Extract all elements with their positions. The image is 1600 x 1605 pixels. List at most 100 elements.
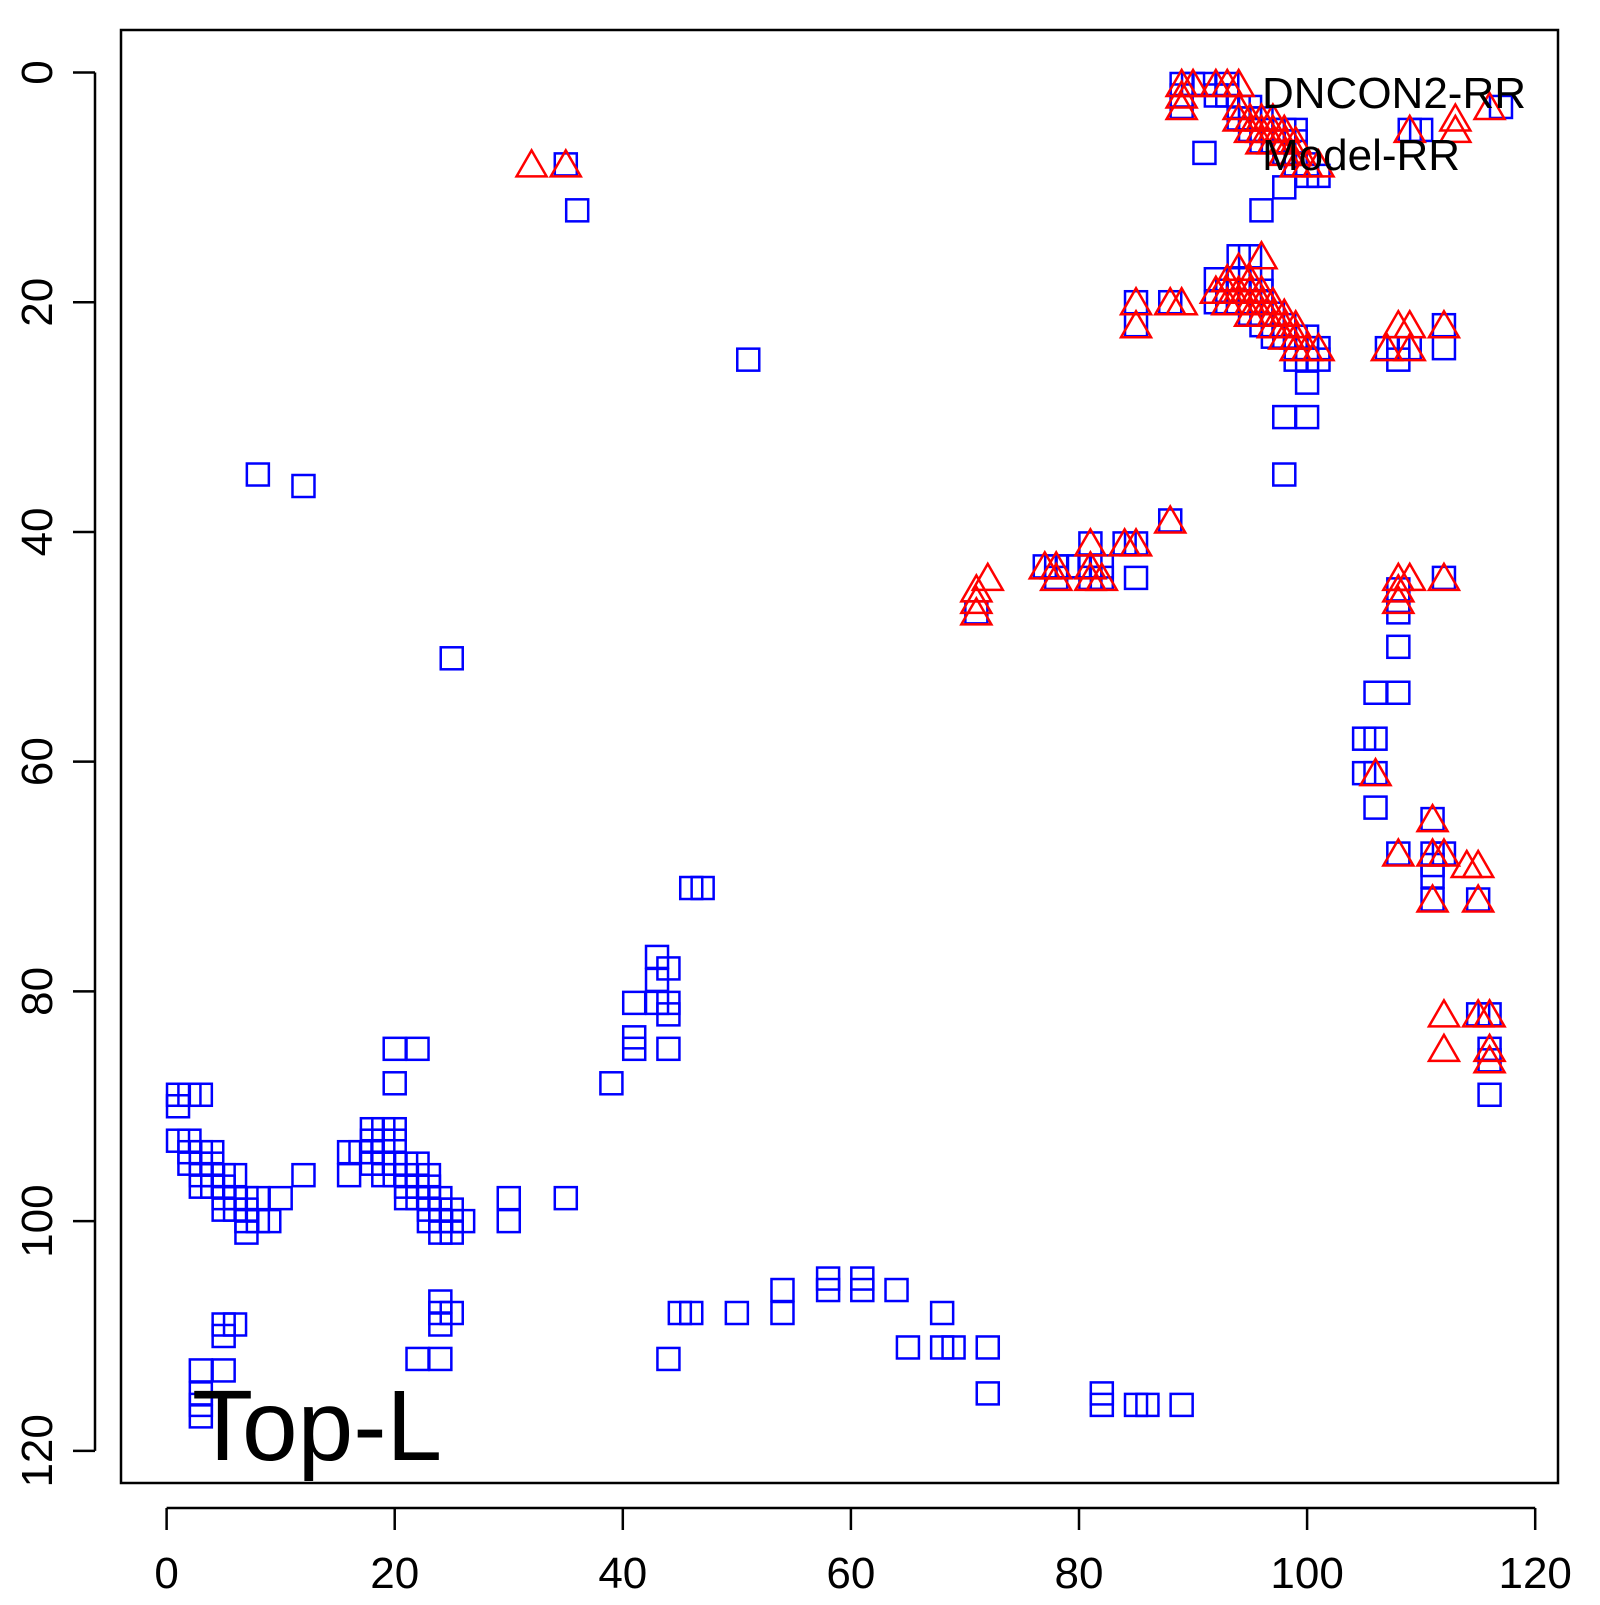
model-rr-point bbox=[1039, 549, 1074, 580]
plot-frame bbox=[119, 28, 1560, 1485]
model-rr-point bbox=[1118, 526, 1154, 557]
model-rr-point bbox=[1073, 526, 1108, 557]
model-rr-point bbox=[1164, 285, 1199, 316]
model-rr-point bbox=[1381, 837, 1416, 867]
dncon2-rr-point bbox=[895, 1335, 921, 1360]
dncon2-rr-point bbox=[553, 1185, 579, 1211]
dncon2-rr-point bbox=[1135, 1392, 1160, 1418]
dncon2-rr-point bbox=[211, 1358, 236, 1383]
dncon2-rr-point bbox=[599, 1071, 624, 1096]
y-axis: 0 20 40 60 80 100 120 bbox=[13, 60, 97, 1488]
model-rr-point bbox=[1426, 837, 1462, 867]
model-rr-point bbox=[1221, 67, 1256, 98]
model-rr-point bbox=[1415, 802, 1450, 833]
dncon2-rr-point bbox=[690, 875, 715, 901]
dncon2-rr-point bbox=[188, 1404, 214, 1429]
model-rr-point bbox=[1232, 262, 1268, 293]
model-rr-point bbox=[1278, 136, 1313, 167]
x-tick-label: 40 bbox=[598, 1549, 647, 1598]
dncon2-rr-point bbox=[1192, 140, 1217, 166]
dncon2-rr-point bbox=[678, 1300, 704, 1326]
model-rr-point bbox=[548, 147, 583, 178]
model-rr-point bbox=[1153, 503, 1188, 534]
dncon2-rr-point bbox=[724, 1300, 750, 1326]
model-rr-point bbox=[959, 584, 994, 615]
dncon2-rr-point bbox=[291, 473, 316, 499]
model-rr-point bbox=[1472, 1032, 1507, 1063]
model-rr-point bbox=[1278, 320, 1313, 350]
model-rr-point bbox=[1381, 584, 1416, 615]
y-tick-label: 0 bbox=[13, 60, 62, 84]
dncon2-rr-point bbox=[564, 198, 590, 223]
model-rr-points bbox=[514, 67, 1507, 1074]
dncon2-rr-point bbox=[621, 1036, 647, 1062]
model-rr-point bbox=[1164, 78, 1199, 109]
model-rr-point bbox=[1210, 262, 1245, 293]
model-rr-point bbox=[1369, 331, 1405, 362]
dncon2-rr-point bbox=[850, 1277, 875, 1303]
model-rr-point bbox=[1392, 561, 1427, 592]
model-rr-point bbox=[1461, 883, 1496, 913]
legend-entry: DNCON2-RR bbox=[1262, 69, 1526, 118]
model-rr-point bbox=[1175, 67, 1211, 98]
dncon2-rr-point bbox=[405, 1036, 430, 1062]
dncon2-rr-point bbox=[975, 1335, 1001, 1360]
dncon2-rr-point bbox=[1123, 565, 1149, 591]
dncon2-rr-point bbox=[439, 1220, 464, 1245]
model-rr-point bbox=[1392, 331, 1427, 362]
model-rr-point bbox=[1301, 331, 1336, 362]
x-tick-label: 120 bbox=[1498, 1549, 1571, 1598]
model-rr-point bbox=[1267, 297, 1302, 327]
dncon2-rr-point bbox=[1089, 1392, 1115, 1418]
y-tick-label: 100 bbox=[13, 1184, 62, 1257]
dncon2-rr-point bbox=[884, 1277, 909, 1303]
model-rr-point bbox=[970, 561, 1005, 592]
model-rr-point bbox=[1426, 1032, 1462, 1063]
model-rr-point bbox=[1392, 113, 1427, 144]
model-rr-point bbox=[1438, 101, 1473, 132]
y-tick-label: 40 bbox=[13, 507, 62, 556]
dncon2-rr-point bbox=[1294, 370, 1320, 395]
model-rr-point bbox=[1301, 147, 1336, 178]
dncon2-rr-point bbox=[1272, 462, 1297, 487]
model-rr-point bbox=[1084, 561, 1119, 592]
model-rr-point bbox=[1118, 285, 1154, 316]
model-rr-point bbox=[1118, 308, 1154, 339]
model-rr-point bbox=[1278, 124, 1313, 155]
x-tick-label: 60 bbox=[826, 1549, 875, 1598]
dncon2-rr-point bbox=[382, 1071, 407, 1096]
y-tick-label: 80 bbox=[13, 967, 62, 1016]
dncon2-rr-point bbox=[736, 347, 761, 372]
model-rr-point bbox=[959, 595, 994, 626]
dncon2-rr-point bbox=[656, 1002, 681, 1027]
model-rr-point bbox=[1472, 997, 1507, 1028]
dncon2-rr-point bbox=[929, 1300, 955, 1326]
model-rr-point bbox=[959, 572, 994, 603]
legend-entry: Model-RR bbox=[1262, 131, 1460, 180]
dncon2-rr-point bbox=[428, 1312, 453, 1337]
y-tick-label: 120 bbox=[13, 1414, 62, 1487]
dncon2-rr-point bbox=[1249, 198, 1274, 223]
model-rr-point bbox=[1278, 308, 1313, 339]
model-rr-point bbox=[1381, 572, 1416, 603]
model-rr-point bbox=[1415, 883, 1450, 913]
model-rr-point bbox=[1358, 756, 1393, 787]
legend: DNCON2-RR Model-RR bbox=[1262, 69, 1526, 180]
dncon2-rr-point bbox=[770, 1300, 795, 1326]
dncon2-rr-point bbox=[1363, 795, 1388, 820]
dncon2-rr-point bbox=[1386, 680, 1411, 706]
dncon2-rr-point bbox=[815, 1277, 841, 1303]
model-rr-point bbox=[1438, 113, 1473, 144]
model-rr-point bbox=[1039, 561, 1074, 592]
x-tick-label: 100 bbox=[1270, 1549, 1343, 1598]
model-rr-point bbox=[1073, 549, 1108, 580]
model-rr-point bbox=[1426, 308, 1462, 339]
model-rr-point bbox=[1472, 1043, 1507, 1074]
dncon2-rr-point bbox=[496, 1208, 522, 1234]
x-tick-label: 0 bbox=[154, 1549, 178, 1598]
y-tick-label: 60 bbox=[13, 737, 62, 786]
x-tick-label: 80 bbox=[1055, 1549, 1104, 1598]
dncon2-rr-point bbox=[211, 1323, 236, 1349]
model-rr-point bbox=[1472, 90, 1507, 121]
